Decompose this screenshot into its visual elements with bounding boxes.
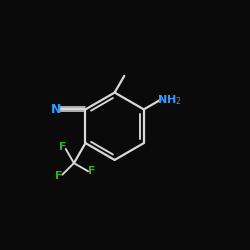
Text: F: F <box>58 142 66 152</box>
Text: F: F <box>55 171 63 181</box>
Text: F: F <box>88 166 96 176</box>
Text: N: N <box>51 103 62 116</box>
Text: NH$_2$: NH$_2$ <box>158 93 182 107</box>
